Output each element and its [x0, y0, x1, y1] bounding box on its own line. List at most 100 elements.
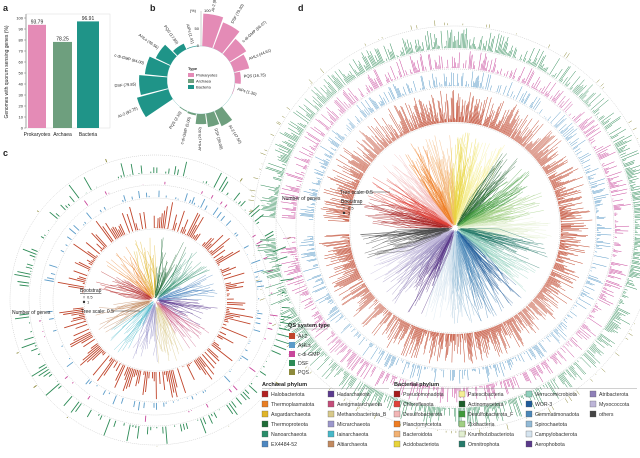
ring-baseline: [296, 69, 614, 387]
legend-swatch: [526, 431, 532, 437]
bootstrap-value: 1: [87, 300, 90, 305]
bar-value: (64.00): [131, 57, 145, 65]
legend-swatch: [328, 431, 334, 437]
radial-bar-label: DSF(39.00): [214, 128, 225, 151]
gene-count-ring-c-di-gmp: [39, 182, 278, 422]
bar-category: AHLs: [197, 141, 202, 151]
legend-swatch: [289, 369, 295, 375]
bootstrap-label: Bootstrap: [80, 288, 102, 294]
number-of-genes-label: Number of genes: [282, 196, 321, 202]
legend-label: Archaea: [196, 79, 212, 84]
radial-bar-label: c-di-GMP(5.00): [179, 116, 192, 145]
legend-label: Desulfobacterota: [403, 412, 442, 418]
legend-swatch-archaea: [188, 79, 194, 83]
bootstrap-label: Bootstrap: [341, 199, 363, 205]
radial-bar-label: AI-2(47.50): [228, 124, 243, 145]
bar-bacteria: [77, 21, 99, 128]
bar-chart-genomes-with-qs: Genomes with quorum sensing genes (%) 01…: [4, 14, 110, 138]
bacterial-phylum-legend: Bacterial phylum PseudomonadotaChlorofle…: [394, 382, 637, 448]
legend-swatch: [590, 401, 596, 407]
radial-bar-label: AI-2(92.75): [117, 105, 139, 119]
legend-label: Verrucomicrobiota: [535, 392, 577, 398]
radial-bar-prokaryotes-pqs: [234, 72, 241, 84]
bar-value: (46.56): [147, 39, 161, 51]
radial-bar-label: PQS(16.75): [244, 72, 267, 78]
legend-swatch: [394, 411, 400, 417]
gene-count-ring-pqs: [17, 159, 302, 446]
radial-bar-label: AIPs(1.30): [237, 86, 258, 96]
bar-category: c-di-GMP: [179, 127, 188, 145]
legend-swatch: [394, 391, 400, 397]
legend-label: Krumholzibacteriota: [468, 432, 514, 438]
tree-scale-label: Tree scale: 0.5: [81, 309, 114, 315]
y-tick-label: 90: [19, 26, 24, 31]
legend-label: Atribacterota: [599, 392, 629, 398]
legend-swatch: [262, 431, 268, 437]
ring-baseline: [29, 174, 281, 426]
y-tick-label: 50: [19, 70, 24, 75]
radial-bar-label: AHLs(46.56): [138, 32, 161, 50]
gene-count-ring-ai-2: [319, 90, 592, 363]
tree-branches: [96, 300, 153, 332]
radial-bar-label: PQS(17.89): [163, 24, 180, 46]
bar-value: (79.30): [234, 2, 245, 16]
legend-label: Halobacteriota: [271, 392, 305, 398]
radial-bar-chart-qs-types: AI-2(92.76)DSF(79.30)c-di-GMP(56.07)AHLs…: [114, 0, 272, 151]
legend-title: Bacterial phylum: [394, 382, 439, 388]
ring-baseline: [53, 198, 257, 402]
bar-value: (16.75): [253, 72, 267, 78]
legend-label: Micrarchaeota: [337, 422, 370, 428]
ring-baseline: [314, 87, 596, 369]
x-tick-label: Bacteria: [79, 132, 98, 138]
legend-label: EX4484-52: [271, 442, 297, 448]
legend-label: Thermoplasmatota: [271, 402, 314, 408]
y-tick-label: 30: [19, 92, 24, 97]
legend-swatch: [459, 441, 465, 447]
legend-swatch: [289, 333, 295, 339]
legend-swatch: [459, 391, 465, 397]
bar-prokaryotes: [28, 25, 46, 128]
legend-swatch: [459, 411, 465, 417]
radial-bar-label: AI-2(92.76): [210, 0, 219, 12]
legend-title: Type: [188, 66, 198, 71]
bar-category: PQS: [244, 73, 253, 78]
panel-label-d: d: [298, 3, 304, 13]
phylogenetic-tree-archaea: [10, 155, 301, 446]
bar-value: (47.50): [232, 131, 243, 145]
radial-bar-label: PQS(2.10): [168, 110, 183, 130]
y-tick-label: 40: [19, 81, 24, 86]
bar-value: (5.00): [184, 116, 192, 128]
bar-category: c-di-GMP: [114, 52, 132, 61]
legend-label: Patescibacteria: [468, 392, 504, 398]
legend-label: Prokaryotes: [196, 73, 217, 78]
legend-label: WOR-3: [535, 402, 552, 408]
legend-label: Asgardarchaeota: [271, 412, 311, 418]
bar-category: AIPs: [185, 23, 192, 32]
legend-label: PQS: [298, 370, 309, 376]
y-tick-label: 100: [16, 15, 23, 20]
legend-swatch: [526, 411, 532, 417]
legend-label: Nanoarchaeota: [271, 432, 307, 438]
legend-swatch: [289, 351, 295, 357]
bar-value: (44.61): [258, 47, 272, 57]
legend-label: Gemmatimonadota: [535, 412, 579, 418]
legend-label: Hadarchaeota: [337, 392, 370, 398]
bar-value-label: 93.79: [31, 19, 44, 25]
bar-archaea: [53, 42, 72, 128]
legend-label: others: [599, 412, 614, 418]
legend-label: Planctomycetota: [403, 422, 441, 428]
bar-value: (29.00): [197, 126, 202, 139]
legend-swatch: [262, 401, 268, 407]
bar-value: (1.41): [188, 33, 196, 45]
legend-label: Chloroflexota: [403, 402, 434, 408]
panel-label-c: c: [3, 148, 8, 158]
legend-label: Thermoproteota: [271, 422, 308, 428]
bar-category: DSF: [114, 82, 123, 88]
bar-value: (17.89): [168, 32, 180, 46]
archaeal-phylum-legend: Archaeal phylum HalobacteriotaThermoplas…: [262, 382, 389, 448]
tree-c-annotations: Number of genes Bootstrap 0.5 1 Tree sca…: [12, 288, 140, 316]
gene-count-ring-dsf: [14, 162, 293, 444]
legend-label: Bacteria: [196, 85, 211, 90]
legend-swatch: [262, 441, 268, 447]
bar-category: AHLs: [248, 53, 259, 61]
